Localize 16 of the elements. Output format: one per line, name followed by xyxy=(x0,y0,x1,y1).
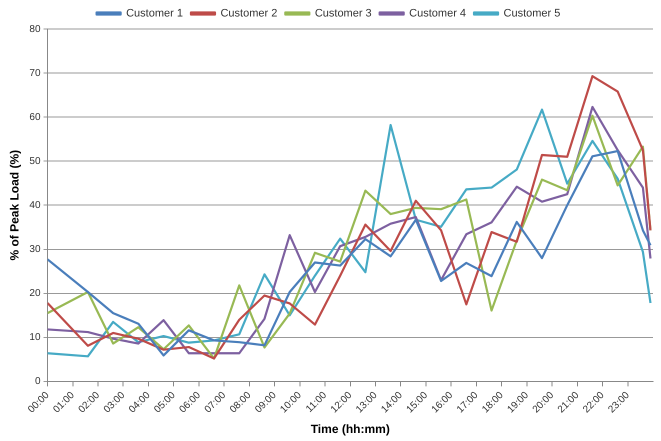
y-tick-label: 0 xyxy=(34,376,41,388)
legend-label: Customer 1 xyxy=(126,8,183,20)
y-axis-title: % of Peak Load (%) xyxy=(8,150,22,261)
legend-label: Customer 2 xyxy=(220,8,278,20)
y-tick-label: 50 xyxy=(29,156,41,167)
y-tick-label: 30 xyxy=(29,244,41,256)
y-tick-label: 70 xyxy=(29,68,41,79)
y-tick-label: 10 xyxy=(29,332,41,344)
y-tick-label: 20 xyxy=(29,288,41,300)
legend-label: Customer 4 xyxy=(409,8,466,20)
x-axis-title: Time (hh:mm) xyxy=(310,422,390,436)
y-tick-label: 40 xyxy=(29,200,41,211)
legend-label: Customer 5 xyxy=(504,8,560,20)
y-tick-label: 80 xyxy=(29,24,41,35)
legend-label: Customer 3 xyxy=(314,8,372,20)
y-tick-label: 60 xyxy=(29,112,41,123)
